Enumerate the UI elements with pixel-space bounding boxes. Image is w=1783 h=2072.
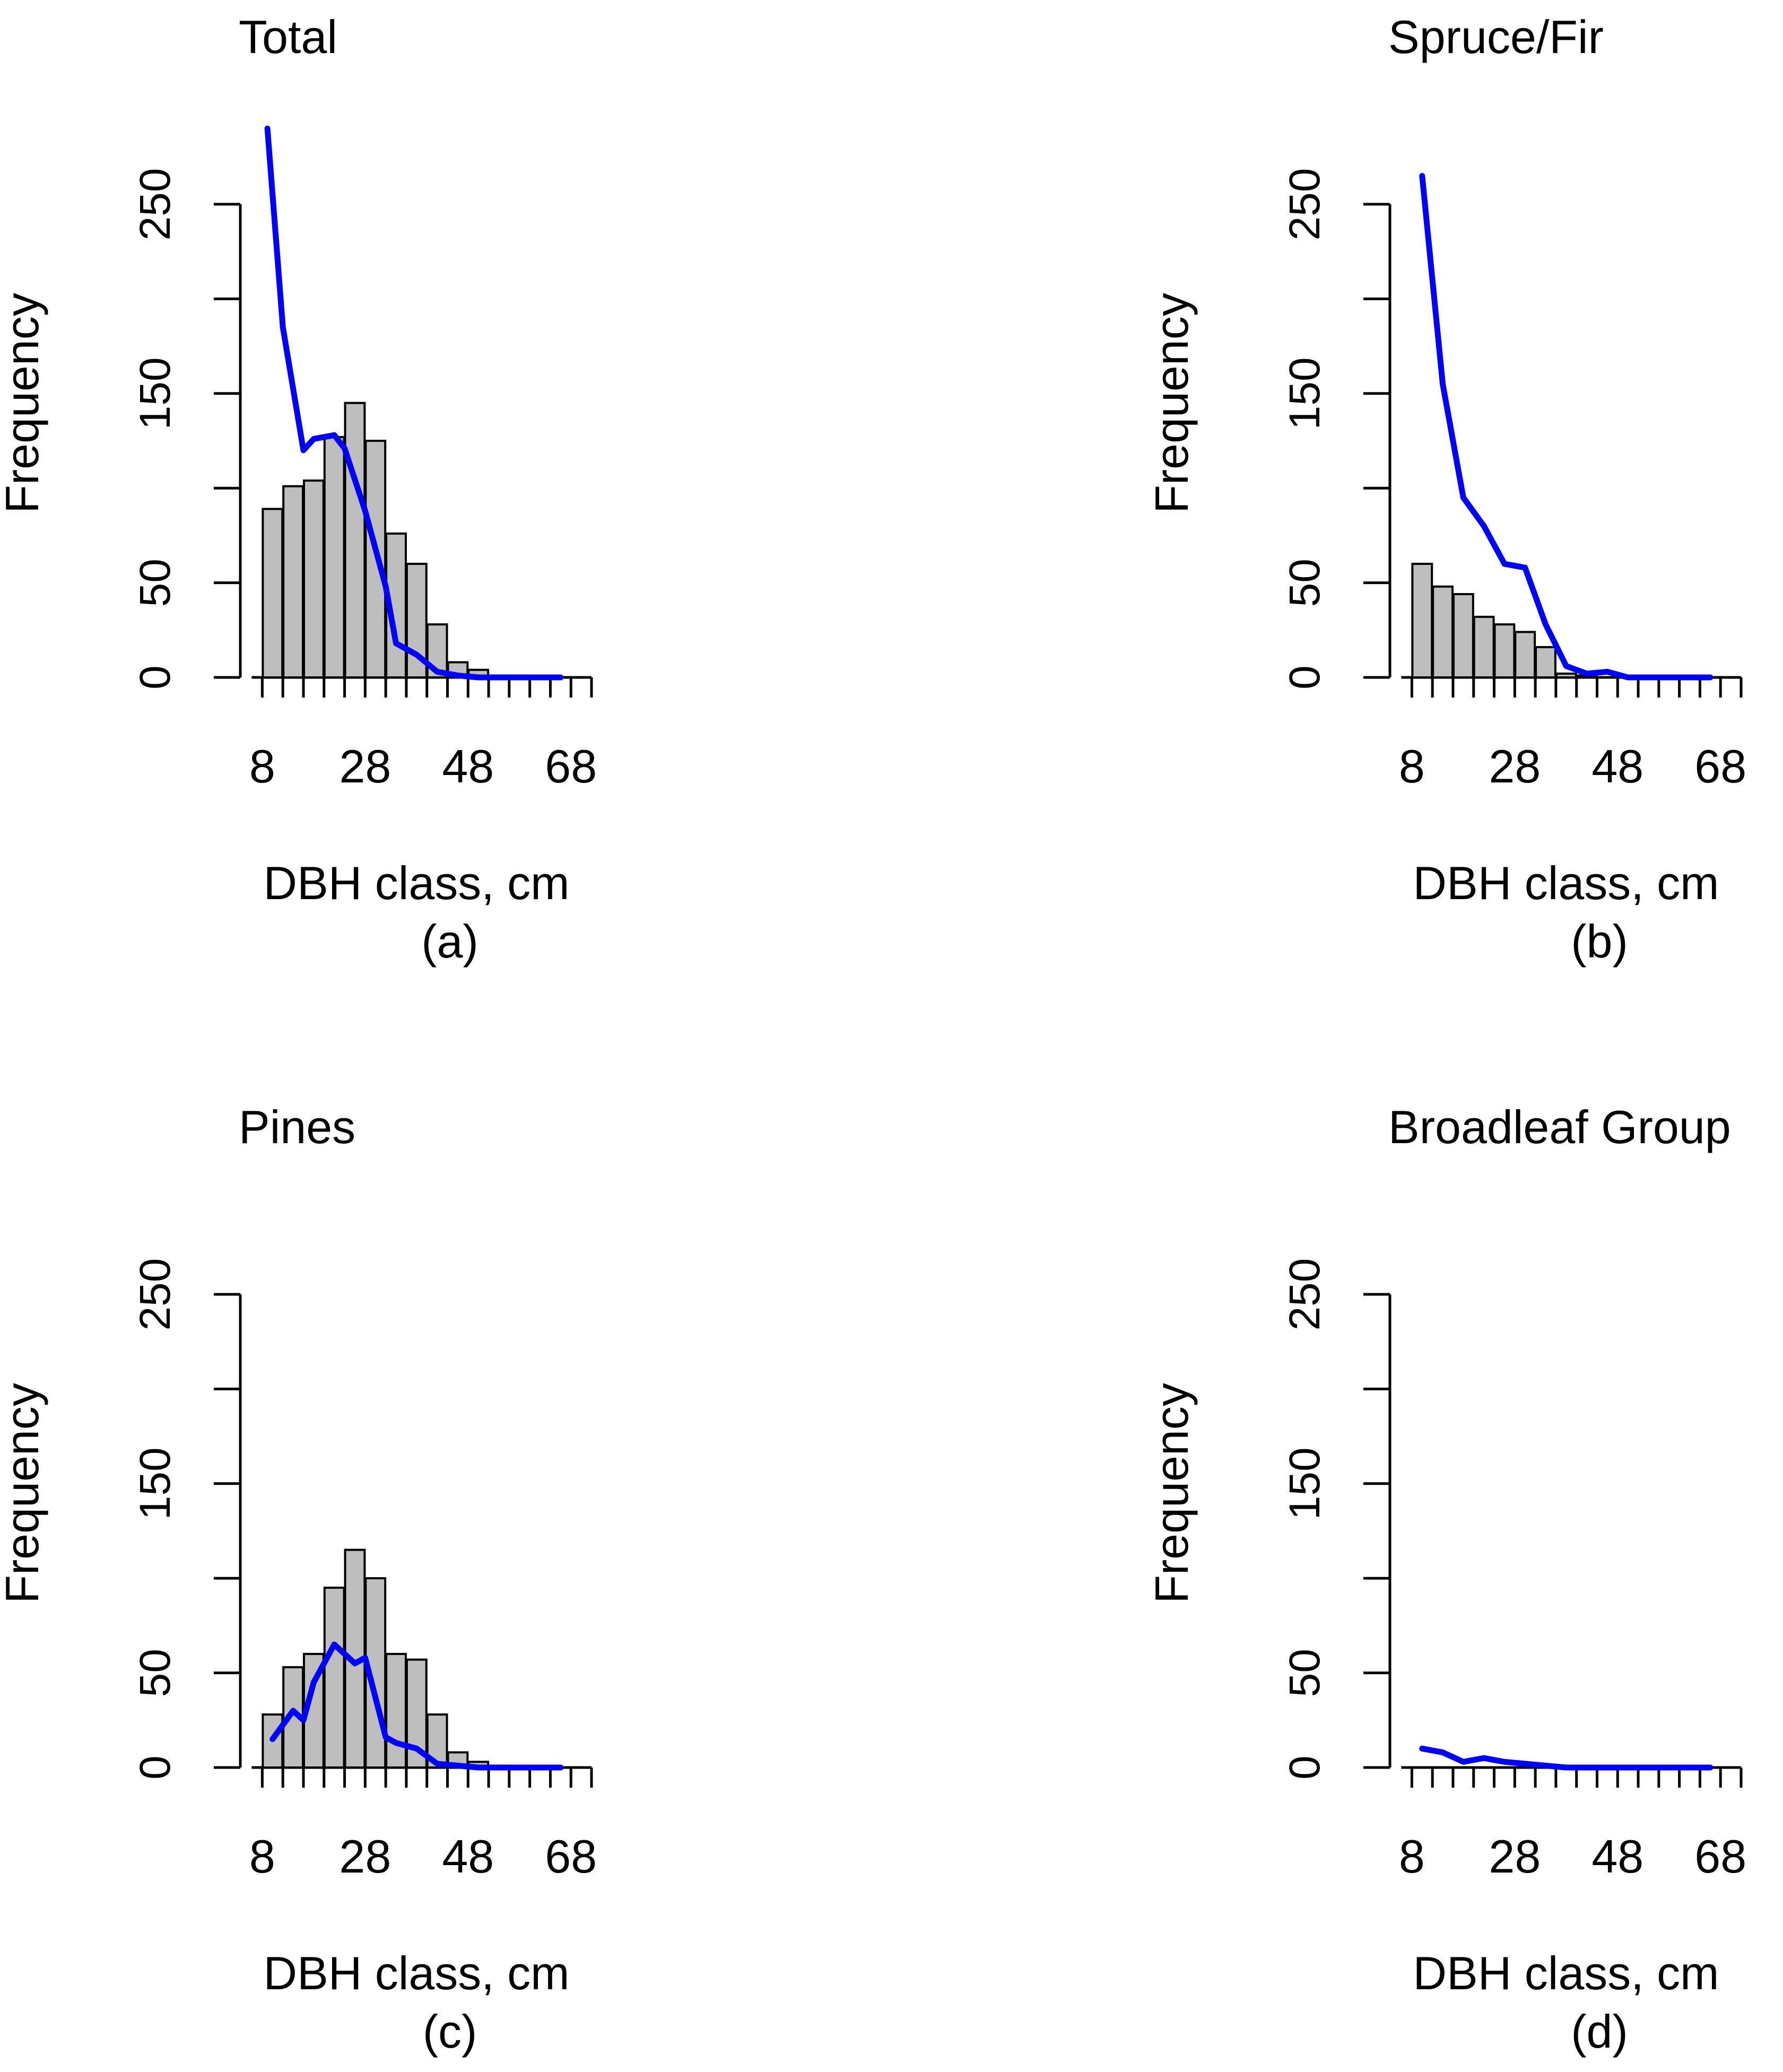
- panel-label: (a): [421, 915, 479, 968]
- y-axis-label: Frequency: [1145, 1383, 1198, 1604]
- chart-title: Total: [239, 11, 337, 63]
- y-tick-label: 50: [131, 559, 179, 607]
- series-line: [1419, 172, 1714, 681]
- bar: [1493, 623, 1516, 678]
- series-line: [1419, 1745, 1714, 1771]
- series-line: [264, 125, 564, 681]
- chart-panel-1: Total Frequency 0 50 150 250 8 28 48 68 DBH class,…: [0, 11, 597, 968]
- x-tick-label: 8: [249, 740, 275, 793]
- y-axis-label: Frequency: [1145, 293, 1198, 513]
- bar: [344, 402, 366, 678]
- x-tick-label: 8: [1399, 740, 1425, 793]
- bar: [1411, 562, 1433, 679]
- y-tick-label: 150: [1281, 357, 1329, 430]
- y-tick-label: 250: [131, 168, 179, 241]
- chart-title: Broadleaf Group: [1388, 1101, 1731, 1153]
- y-tick-label: 0: [1281, 665, 1329, 690]
- x-tick-label: 8: [249, 1830, 275, 1883]
- x-tick-label: 48: [442, 1830, 494, 1883]
- chart-title: Spruce/Fir: [1388, 11, 1604, 63]
- x-axis-label: DBH class, cm: [264, 857, 570, 909]
- x-tick-label: 28: [1489, 740, 1541, 793]
- bar: [1535, 646, 1556, 678]
- bar: [302, 479, 325, 678]
- bar: [1452, 593, 1474, 679]
- bar: [1473, 615, 1495, 678]
- y-tick-label: 250: [1281, 168, 1329, 241]
- x-tick-label: 68: [1694, 1830, 1746, 1883]
- y-tick-label: 150: [131, 357, 179, 430]
- y-tick-label: 250: [131, 1258, 179, 1331]
- x-tick-label: 28: [1489, 1830, 1541, 1883]
- x-tick-label: 8: [1399, 1830, 1425, 1883]
- x-tick-label: 48: [442, 740, 494, 793]
- bar: [282, 485, 304, 679]
- x-tick-label: 68: [545, 1830, 597, 1883]
- bar: [426, 1713, 448, 1769]
- x-tick-label: 28: [339, 1830, 391, 1883]
- bar: [385, 1652, 407, 1769]
- y-axis-label: Frequency: [0, 293, 48, 513]
- y-tick-label: 50: [131, 1649, 179, 1697]
- y-tick-label: 0: [131, 1755, 179, 1780]
- x-tick-label: 48: [1591, 1830, 1643, 1883]
- y-tick-label: 0: [131, 665, 179, 690]
- chart-panel-3: Pines Frequency 0 50 150 250 8 28 48 68 DBH class,…: [0, 1101, 597, 2058]
- chart-panel-2: Spruce/Fir Frequency 0 50 150 250 8 28 48 68 DBH c…: [1145, 11, 1746, 968]
- y-tick-label: 50: [1281, 1649, 1329, 1697]
- chart-panel-4: Broadleaf Group Frequency 0 50 150 250 8 28 48 68…: [1145, 1101, 1746, 2058]
- series-line: [269, 1641, 564, 1771]
- panel-label: (c): [423, 2005, 477, 2058]
- bar: [323, 436, 345, 678]
- y-tick-label: 250: [1281, 1258, 1329, 1331]
- bar: [262, 508, 284, 678]
- y-tick-label: 150: [131, 1447, 179, 1520]
- x-tick-label: 68: [545, 740, 597, 793]
- bar: [1514, 631, 1536, 679]
- y-tick-label: 50: [1281, 559, 1329, 607]
- x-axis-label: DBH class, cm: [264, 1947, 570, 1999]
- bar: [323, 1587, 345, 1769]
- x-axis-label: DBH class, cm: [1413, 857, 1719, 909]
- x-axis-label: DBH class, cm: [1413, 1947, 1719, 1999]
- chart-title: Pines: [239, 1101, 355, 1153]
- bar: [1555, 672, 1577, 679]
- panel-label: (b): [1571, 915, 1628, 968]
- y-axis-label: Frequency: [0, 1383, 48, 1604]
- panel-label: (d): [1571, 2005, 1628, 2058]
- x-tick-label: 68: [1694, 740, 1746, 793]
- y-tick-label: 0: [1281, 1755, 1329, 1780]
- x-tick-label: 48: [1591, 740, 1643, 793]
- y-tick-label: 150: [1281, 1447, 1329, 1520]
- x-tick-label: 28: [339, 740, 391, 793]
- bar: [1432, 585, 1454, 678]
